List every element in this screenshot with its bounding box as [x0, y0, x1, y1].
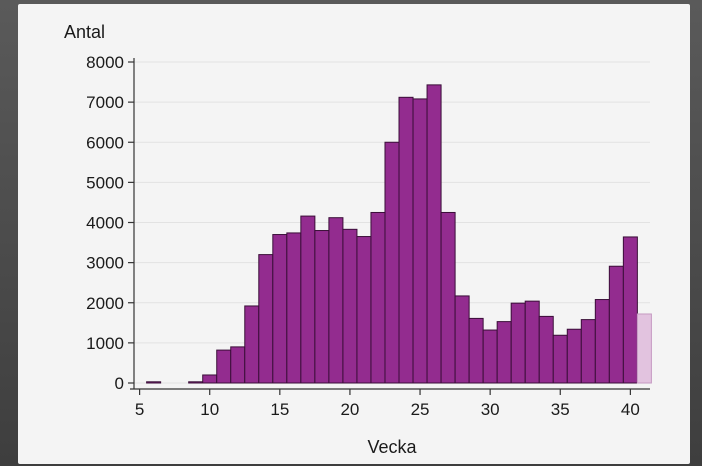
y-tick-label-0: 0 [115, 374, 124, 393]
y-tick-label-8000: 8000 [86, 53, 124, 72]
x-tick-label-10: 10 [200, 400, 219, 419]
bar-week-9 [188, 381, 204, 384]
bars [146, 84, 652, 384]
bar-week-21 [356, 236, 372, 384]
bar-week-28 [454, 295, 470, 384]
bar-week-25 [412, 98, 428, 384]
bar-week-37 [580, 319, 596, 384]
y-tick-label-3000: 3000 [86, 254, 124, 273]
bar-week-27 [440, 211, 456, 384]
bar-week-29 [468, 317, 484, 384]
chart-panel: 0 1000 2000 3000 4000 5000 6000 7000 8000 5 10 15 20… [18, 4, 690, 464]
x-tick-label-15: 15 [270, 400, 289, 419]
x-tick-label-40: 40 [621, 400, 640, 419]
bar-week-10 [202, 374, 218, 384]
bar-week-12 [230, 346, 246, 384]
x-tick-label-20: 20 [340, 400, 359, 419]
bar-week-26 [426, 84, 442, 384]
bar-week-15 [272, 234, 288, 384]
bar-week-13 [244, 305, 260, 384]
bar-week-36 [566, 328, 582, 384]
x-tick-label-30: 30 [481, 400, 500, 419]
bar-week-38 [594, 299, 610, 384]
bar-week-17 [300, 215, 316, 384]
bar-week-35 [552, 334, 568, 384]
bar-week-30 [482, 329, 498, 384]
bar-week-22 [370, 211, 386, 384]
x-axis-title: Vecka [367, 437, 417, 457]
bar-week-39 [608, 265, 624, 384]
bar-week-11 [216, 349, 232, 384]
x-tick-label-35: 35 [551, 400, 570, 419]
bar-week-16 [286, 232, 302, 384]
bar-week-6 [146, 381, 162, 384]
y-tick-label-7000: 7000 [86, 93, 124, 112]
y-axis-title: Antal [64, 22, 105, 42]
bar-week-20 [342, 228, 358, 384]
axes [128, 58, 650, 395]
bar-week-31 [496, 321, 512, 384]
x-tick-label-5: 5 [135, 400, 144, 419]
y-tick-label-2000: 2000 [86, 294, 124, 313]
x-tick-label-25: 25 [411, 400, 430, 419]
bar-week-40 [622, 236, 638, 384]
bar-week-19 [328, 217, 344, 384]
tick-labels: 0 1000 2000 3000 4000 5000 6000 7000 8000 5 10 15 20… [86, 53, 640, 419]
bar-week-32 [510, 302, 526, 384]
y-tick-label-1000: 1000 [86, 334, 124, 353]
bar-week-18 [314, 230, 330, 384]
bar-week-23 [384, 141, 400, 384]
bar-week-41 [636, 313, 652, 384]
bar-week-34 [538, 315, 554, 384]
bar-week-14 [258, 254, 274, 384]
y-tick-label-6000: 6000 [86, 133, 124, 152]
y-tick-label-5000: 5000 [86, 173, 124, 192]
bar-week-24 [398, 96, 414, 384]
histogram-chart: 0 1000 2000 3000 4000 5000 6000 7000 8000 5 10 15 20… [64, 22, 652, 457]
y-tick-label-4000: 4000 [86, 214, 124, 233]
bar-week-33 [524, 300, 540, 384]
